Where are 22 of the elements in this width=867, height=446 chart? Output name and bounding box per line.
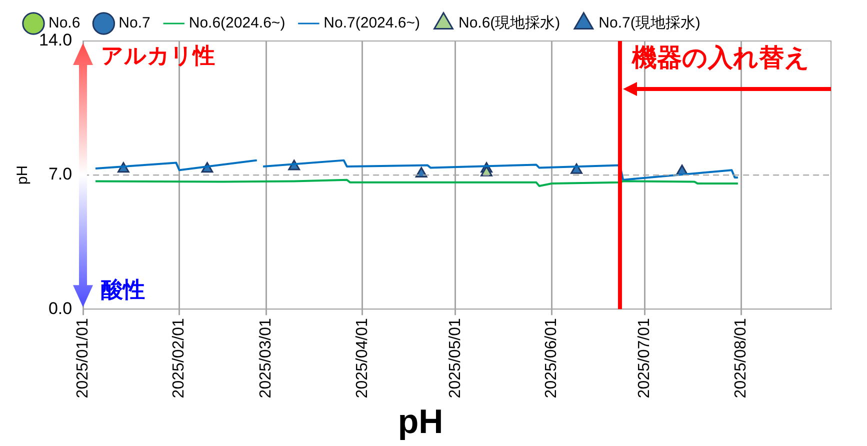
- legend-label: No.6: [48, 14, 80, 32]
- x-tick-label: 2025/04/01: [354, 318, 371, 398]
- y-tick-label: 7.0: [48, 164, 72, 184]
- y-tick-label: 14.0: [38, 30, 72, 50]
- x-tick-label: 2025/02/01: [170, 318, 188, 398]
- y-axis-title: pH: [14, 165, 32, 185]
- x-tick-label: 2025/07/01: [636, 318, 654, 398]
- x-tick-label: 2025/06/01: [543, 318, 560, 398]
- x-tick-label: 2025/01/01: [74, 318, 92, 398]
- legend-label: No.6(現地採水): [458, 14, 560, 32]
- x-tick-label: 2025/08/01: [732, 318, 750, 398]
- legend-label: No.6(2024.6~): [188, 14, 286, 32]
- annotation: アルカリ性: [101, 43, 216, 68]
- x-tick-label: 2025/05/01: [446, 318, 464, 398]
- ref-line-label: 機器の入れ替え: [630, 44, 810, 72]
- legend-label: No.7(2024.6~): [324, 14, 420, 32]
- y-tick-label: 0.0: [48, 298, 72, 318]
- text: pH: [398, 402, 444, 441]
- annotation: 酸性: [101, 277, 146, 302]
- legend-label: No.7: [118, 14, 150, 32]
- x-tick-label: 2025/03/01: [258, 318, 275, 398]
- legend-label: No.7(現地採水): [598, 14, 700, 32]
